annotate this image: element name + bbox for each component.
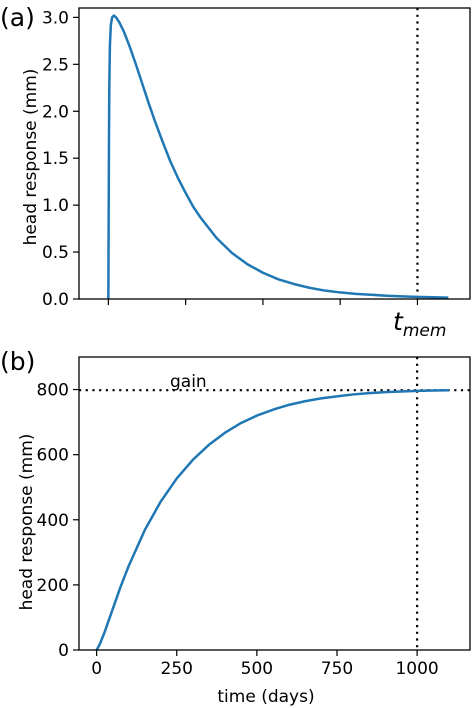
panel-a: (a) head response (mm) 0.0 0.5 1.0 1.5 2.0 2.… [0, 3, 471, 341]
panel-b-ytick-label: 600 [37, 446, 69, 466]
tmem-label: tmem [393, 307, 446, 341]
panel-a-ytick-label: 3.0 [42, 8, 69, 28]
panel-a-frame [78, 7, 471, 300]
panel-b-ticks: 0 250 500 750 1000 0 200 400 600 800 [37, 381, 439, 679]
panel-b-xtick-label: 1000 [395, 659, 438, 679]
panel-b-ytick-label: 800 [37, 381, 69, 401]
panel-a-ytick-label: 2.0 [42, 102, 69, 122]
panel-a-ytick-label: 1.0 [42, 196, 69, 216]
panel-b-frame [78, 356, 471, 651]
tmem-base: t [393, 307, 404, 336]
panel-a-ytick-label: 0.5 [42, 243, 69, 263]
panel-b-xtick-label: 750 [321, 659, 353, 679]
panel-a-ytick-label: 2.5 [42, 55, 69, 75]
panel-a-ytick-label: 1.5 [42, 149, 69, 169]
panel-b-ytick-label: 0 [58, 641, 69, 661]
panel-a-ticks: 0.0 0.5 1.0 1.5 2.0 2.5 3.0 [42, 8, 419, 310]
panel-b-xlabel: time (days) [217, 687, 314, 707]
panel-b-ytick-label: 200 [37, 576, 69, 596]
panel-b-label: (b) [0, 347, 35, 376]
gain-label: gain [170, 372, 207, 392]
panel-b-ylabel: head response (mm) [17, 434, 37, 611]
panel-a-label: (a) [0, 3, 35, 32]
panel-b-reference-lines [79, 357, 470, 650]
panel-b: (b) head response (mm) time (days) 0 250 5… [0, 347, 471, 707]
panel-b-series-line [95, 388, 450, 651]
panel-b-xtick-label: 0 [91, 659, 102, 679]
panel-a-ylabel: head response (mm) [21, 69, 41, 246]
panel-a-ytick-label: 0.0 [42, 290, 69, 310]
panel-a-series-line [107, 14, 449, 300]
panel-b-xtick-label: 500 [241, 659, 273, 679]
panel-b-ytick-label: 400 [37, 511, 69, 531]
tmem-subscript: mem [403, 321, 447, 341]
panel-b-xtick-label: 250 [161, 659, 193, 679]
